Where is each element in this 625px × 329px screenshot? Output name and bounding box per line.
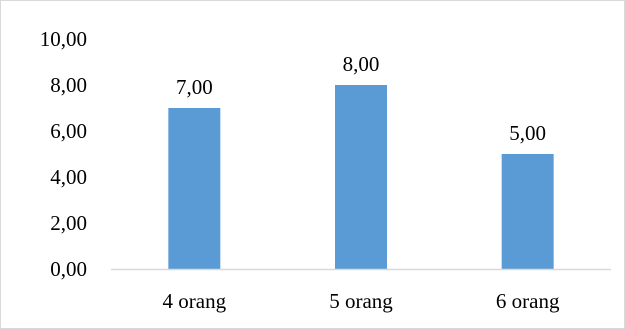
x-tick-label: 5 orang xyxy=(329,289,393,313)
y-tick-label: 2,00 xyxy=(50,211,87,235)
x-tick-label: 6 orang xyxy=(496,289,560,313)
bar xyxy=(335,85,387,269)
bar xyxy=(501,154,554,269)
y-tick-label: 6,00 xyxy=(50,119,87,143)
y-axis-ticks: 0,00 2,00 4,00 6,00 8,00 10,00 xyxy=(40,27,87,281)
y-tick-label: 4,00 xyxy=(50,165,87,189)
bars xyxy=(168,85,554,269)
y-tick-label: 10,00 xyxy=(40,27,87,51)
x-axis-ticks: 4 orang 5 orang 6 orang xyxy=(163,289,560,313)
data-label: 5,00 xyxy=(509,121,546,145)
x-tick-label: 4 orang xyxy=(163,289,227,313)
data-labels: 7,00 8,00 5,00 xyxy=(176,52,546,145)
bar xyxy=(168,108,221,269)
data-label: 8,00 xyxy=(343,52,380,76)
y-tick-label: 0,00 xyxy=(50,257,87,281)
data-label: 7,00 xyxy=(176,75,213,99)
y-tick-label: 8,00 xyxy=(50,73,87,97)
